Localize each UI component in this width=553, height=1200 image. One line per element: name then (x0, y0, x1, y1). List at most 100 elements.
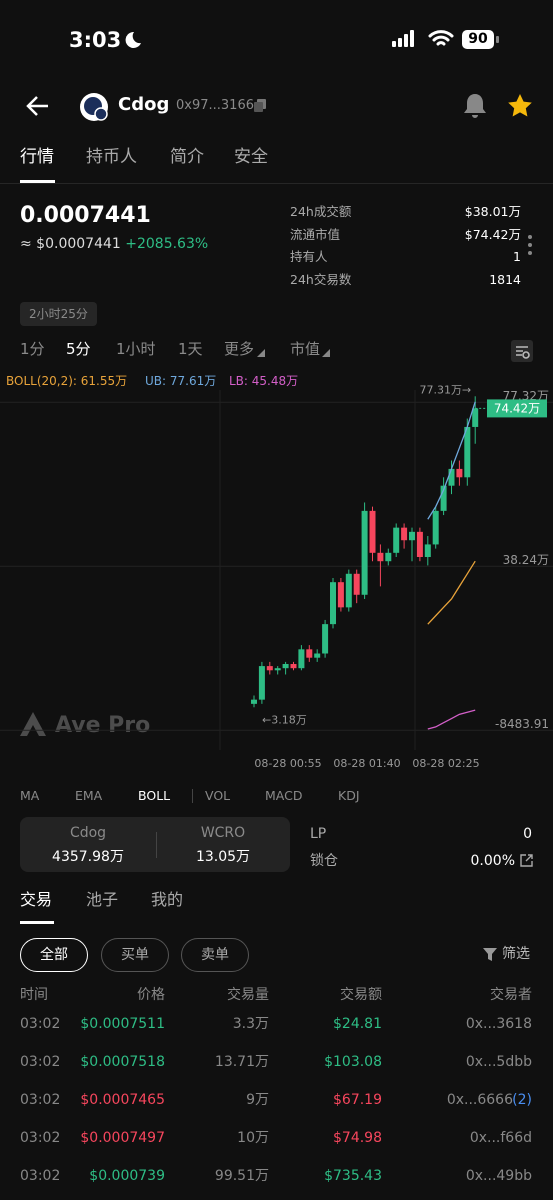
more-icon[interactable] (527, 234, 533, 256)
tab-underline (20, 180, 55, 183)
star-icon[interactable] (507, 93, 533, 118)
tab[interactable]: 行情 (20, 147, 54, 167)
table-cell: $0.000739 (89, 1168, 165, 1184)
table-header: 交易额 (340, 987, 382, 1003)
table-cell: 03:02 (20, 1130, 61, 1146)
table-cell: $0.0007511 (80, 1016, 165, 1032)
legend-entry: BOLL(20,2): 61.55万 (6, 374, 128, 388)
indicator[interactable]: MACD (265, 788, 303, 803)
interval[interactable]: 5分 (66, 340, 91, 358)
pool-token: Cdog (69, 825, 107, 841)
filter-pill[interactable]: 买单 (101, 938, 169, 972)
candle-body (322, 624, 329, 654)
candle-body (314, 653, 321, 658)
price: 0.0007441 (20, 203, 151, 228)
candle-body (393, 527, 400, 553)
divider (192, 789, 193, 803)
candle-body (290, 663, 297, 669)
table-cell: 0x...3618 (465, 1016, 532, 1032)
indicator[interactable]: BOLL (138, 788, 171, 803)
table-cell: $0.0007518 (80, 1054, 165, 1070)
dropdown-icon (257, 349, 265, 357)
candle-body (345, 573, 352, 608)
trade-tab[interactable]: 池子 (86, 890, 119, 909)
high-label: 77.31万→ (419, 383, 471, 396)
table-cell: 99.51万 (214, 1168, 269, 1184)
table-cell: $735.43 (324, 1168, 382, 1184)
interval[interactable]: 1天 (178, 340, 203, 358)
pool-box (20, 817, 290, 872)
watermark: Ave Pro (20, 712, 150, 738)
candle-body (306, 649, 313, 658)
signal-icon (392, 30, 414, 47)
interval[interactable]: 1小时 (116, 340, 156, 358)
wifi-icon (428, 30, 454, 46)
candle-body (416, 531, 423, 558)
copy-icon[interactable] (254, 99, 266, 112)
stat-label: 持有人 (290, 249, 328, 264)
usd-value: ≈ $0.0007441 (20, 236, 121, 252)
stat-value: 1814 (489, 272, 521, 287)
trade-tab[interactable]: 我的 (151, 890, 184, 909)
token-logo (80, 93, 108, 121)
lp-label: LP (310, 826, 327, 842)
candle-body (424, 544, 431, 558)
bell-icon[interactable] (462, 92, 488, 120)
x-tick-label: 08-28 00:55 (254, 757, 321, 770)
back-button[interactable] (26, 95, 50, 117)
interval[interactable]: 更多 (224, 340, 255, 358)
indicator[interactable]: KDJ (338, 788, 360, 803)
filter-pill[interactable]: 卖单 (181, 938, 249, 972)
table-cell: 03:02 (20, 1092, 61, 1108)
filter-button[interactable]: 筛选 (502, 946, 530, 962)
stat-value: 1 (513, 249, 521, 264)
stat-value: $38.01万 (464, 204, 521, 219)
clock: 3:03 (69, 28, 122, 52)
filter-pill[interactable]: 全部 (20, 938, 88, 972)
lp-value: 0 (523, 826, 532, 842)
table-cell: $24.81 (333, 1016, 382, 1032)
table-cell: 03:02 (20, 1054, 61, 1070)
last-price-tag (487, 399, 547, 418)
legend-entry: UB: 77.61万 (145, 374, 217, 388)
table-header: 时间 (20, 987, 48, 1003)
tab[interactable]: 简介 (170, 147, 204, 167)
x-tick-label: 08-28 02:25 (412, 757, 479, 770)
table-cell: 3.3万 (232, 1016, 269, 1032)
price-change: +2085.63% (125, 236, 209, 252)
table-cell: $0.0007497 (80, 1130, 165, 1146)
dropdown-icon (322, 349, 330, 357)
candle-body (274, 668, 281, 671)
chart-settings-icon[interactable] (511, 340, 533, 362)
link-icon[interactable] (520, 854, 533, 867)
age-pill: 2小时25分 (20, 302, 97, 326)
candle-body (258, 666, 265, 700)
table-cell: $0.0007465 (80, 1092, 165, 1108)
tab[interactable]: 安全 (234, 147, 268, 167)
table-cell: 0x...6666 (446, 1092, 513, 1108)
boll-line (427, 709, 476, 730)
interval[interactable]: 市值 (290, 340, 321, 358)
table-header: 交易量 (227, 987, 269, 1003)
table-cell: 03:02 (20, 1168, 61, 1184)
indicator[interactable]: VOL (205, 788, 231, 803)
candle-body (464, 426, 471, 478)
pool-amount: 4357.98万 (52, 849, 124, 865)
table-header: 价格 (137, 987, 165, 1003)
candle-body (353, 573, 360, 595)
y-tick-label: 38.24万 (503, 553, 549, 567)
tab[interactable]: 持币人 (86, 147, 137, 167)
table-header: 交易者 (490, 987, 532, 1003)
indicator[interactable]: MA (20, 788, 40, 803)
indicator[interactable]: EMA (75, 788, 103, 803)
battery-tip (496, 36, 499, 43)
candle-body (448, 468, 455, 486)
candle-body (456, 468, 463, 478)
interval[interactable]: 1分 (20, 340, 45, 358)
candle-body (440, 485, 447, 511)
low-label: ←3.18万 (262, 713, 307, 726)
trade-tab[interactable]: 交易 (20, 890, 53, 909)
table-cell: 13.71万 (214, 1054, 269, 1070)
